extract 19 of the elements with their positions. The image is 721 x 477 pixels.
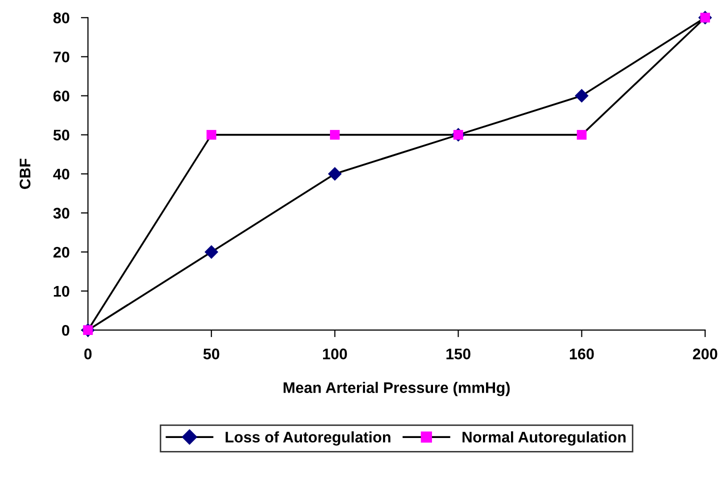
legend-label: Loss of Autoregulation <box>226 431 390 446</box>
y-tick-label: 60 <box>53 90 70 102</box>
legend-label: Normal Autoregulation <box>462 431 626 446</box>
y-tick-label: 30 <box>53 208 70 219</box>
x-tick-label: 0 <box>84 348 92 360</box>
x-axis-title: Mean Arterial Pressure (mmHg) <box>284 382 510 396</box>
x-tick-label: 150 <box>446 348 470 360</box>
y-tick-label: 20 <box>53 246 70 258</box>
y-axis-title: CBF <box>20 158 30 189</box>
x-tick-label: 100 <box>323 348 347 360</box>
y-tick-label: 50 <box>53 130 70 140</box>
y-tick-label: 40 <box>53 168 70 180</box>
y-tick-label: 80 <box>53 12 70 24</box>
x-tick-label: 200 <box>692 348 718 360</box>
x-tick-label: 160 <box>570 348 594 360</box>
x-tick-label: 50 <box>203 348 220 360</box>
y-tick-label: 10 <box>54 286 70 297</box>
y-tick-label: 0 <box>62 324 70 336</box>
y-tick-label: 70 <box>54 52 70 62</box>
